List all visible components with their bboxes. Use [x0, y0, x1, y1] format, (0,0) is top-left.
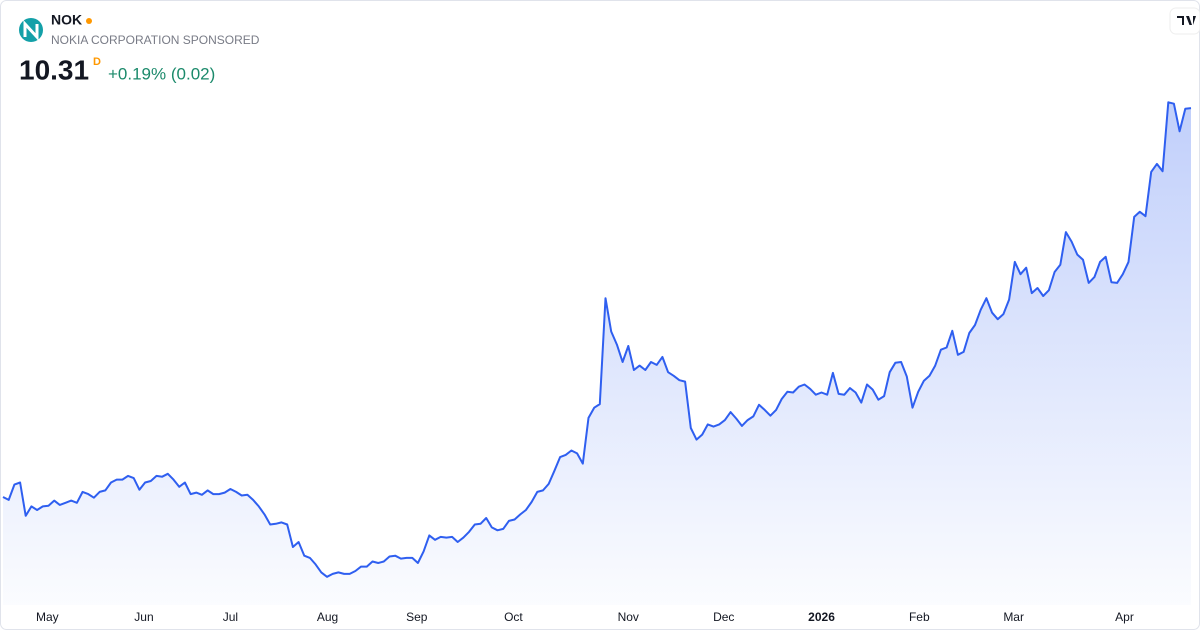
- area-fill: [3, 102, 1191, 606]
- plot-area: May Jun Jul Aug Sep Oct Nov Dec 2026 Feb Mar Apr: [2, 101, 1192, 624]
- interval: D: [93, 56, 101, 68]
- subtitle: NOKIA CORPORATION SPONSORED: [51, 33, 260, 47]
- x-tick-label: 2026: [808, 610, 835, 624]
- change: +0.19% (0.02): [108, 64, 215, 83]
- price: 10.31: [19, 54, 89, 85]
- logo-mark: [23, 20, 39, 41]
- tv-logo: [1177, 16, 1196, 25]
- ticker: NOK: [51, 12, 82, 28]
- status-dot: [86, 18, 92, 24]
- x-tick-label: May: [36, 610, 59, 624]
- tv-logo-box: [1169, 7, 1200, 35]
- x-tick-label: Nov: [618, 610, 639, 624]
- price-line: [2, 101, 1192, 578]
- x-tick-label: Aug: [317, 610, 338, 624]
- x-tick-label: Mar: [1003, 610, 1024, 624]
- x-tick-label: Apr: [1115, 610, 1134, 624]
- x-tick-label: Feb: [909, 610, 930, 624]
- x-tick-label: Sep: [406, 610, 428, 624]
- x-tick-label: Jun: [134, 610, 153, 624]
- x-tick-label: Oct: [504, 610, 523, 624]
- x-tick-label: Dec: [713, 610, 734, 624]
- x-tick-label: Jul: [223, 610, 238, 624]
